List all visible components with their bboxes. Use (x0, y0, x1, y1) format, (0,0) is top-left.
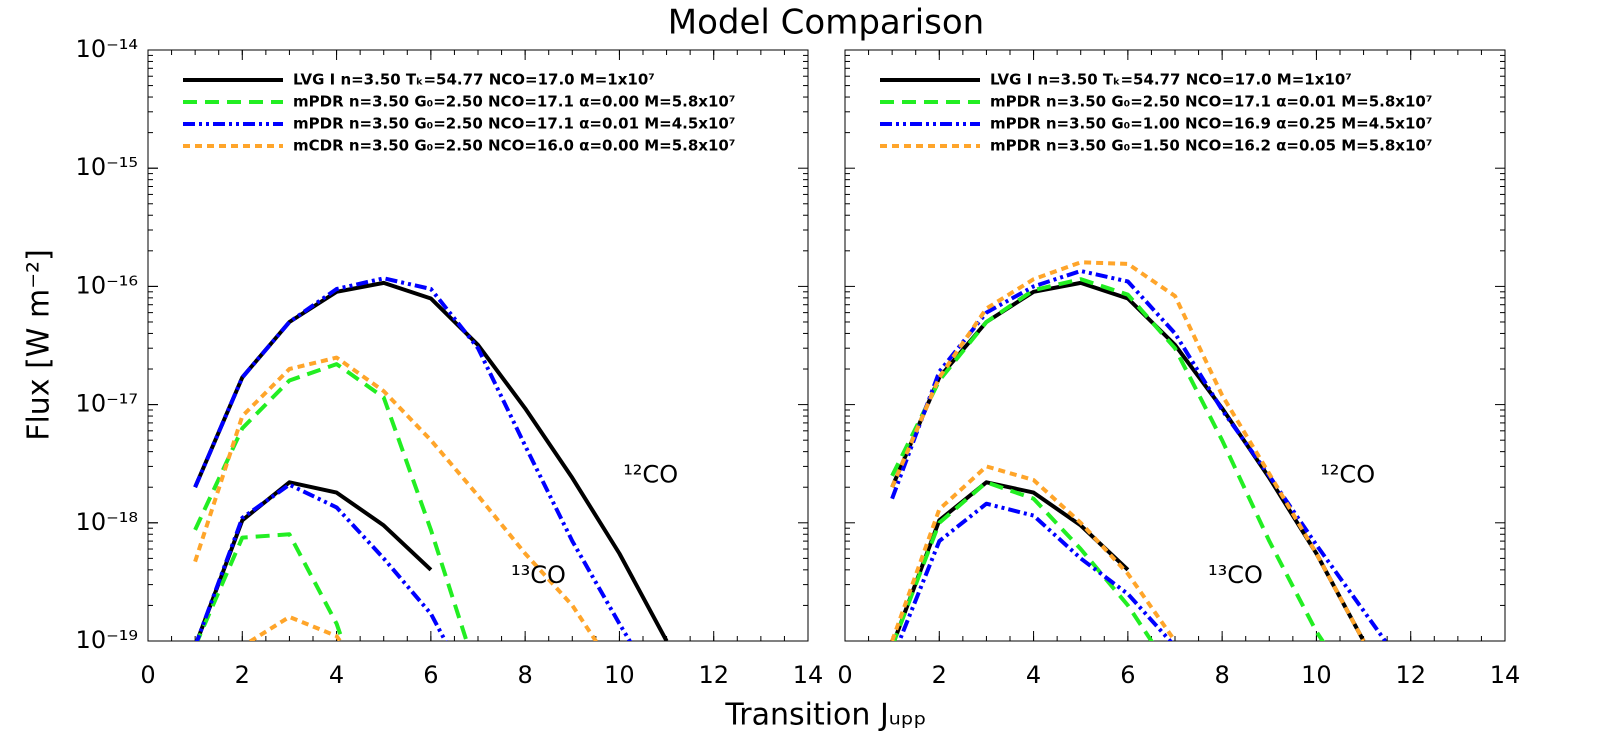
legend-label: mPDR n=3.50 G₀=2.50 NCO=17.1 α=0.01 M=4.… (293, 115, 735, 133)
series-line (890, 269, 1388, 641)
legend-label: mPDR n=3.50 G₀=1.00 NCO=16.9 α=0.25 M=4.… (990, 115, 1432, 133)
series-line (194, 480, 433, 641)
legend-label: LVG I n=3.50 Tₖ=54.77 NCO=17.0 M=1x10⁷ (293, 71, 655, 89)
y-tick-label: 10⁻¹⁹ (76, 626, 138, 654)
y-tick-label: 10⁻¹⁶ (76, 271, 138, 299)
y-tick-label: 10⁻¹⁷ (76, 390, 138, 418)
x-tick-label: 14 (1490, 661, 1521, 689)
annotation: ¹²CO (1320, 461, 1375, 489)
series-line (892, 480, 1154, 641)
y-tick-label: 10⁻¹⁵ (76, 153, 138, 181)
x-tick-label: 0 (140, 661, 155, 689)
legend-label: mPDR n=3.50 G₀=2.50 NCO=17.1 α=0.00 M=5.… (293, 93, 735, 111)
annotation: ¹³CO (511, 561, 566, 589)
x-tick-label: 2 (235, 661, 250, 689)
x-tick-label: 10 (604, 661, 635, 689)
series-line (193, 276, 633, 641)
legend-label: mPDR n=3.50 G₀=1.50 NCO=16.2 α=0.05 M=5.… (990, 137, 1432, 155)
y-axis-label: Flux [W m⁻²] (22, 249, 57, 441)
x-axis-label: Transition Jᵤₚₚ (724, 698, 926, 733)
annotation: ¹³CO (1208, 561, 1263, 589)
legend-label: mPDR n=3.50 G₀=2.50 NCO=17.1 α=0.01 M=5.… (990, 93, 1432, 111)
series-line (193, 355, 599, 641)
series-line (195, 532, 345, 641)
legend-label: mCDR n=3.50 G₀=2.50 NCO=16.0 α=0.00 M=5.… (293, 137, 735, 155)
series-line (193, 280, 669, 641)
x-tick-label: 14 (793, 661, 824, 689)
x-tick-label: 8 (1215, 661, 1230, 689)
panel: 0 2 4 6 8 10 12 14 10⁻¹⁹ 10⁻¹⁸ 10⁻¹⁷ 10⁻¹⁶ 10⁻¹⁵ 10⁻¹… (76, 35, 824, 689)
x-tick-label: 6 (1120, 661, 1135, 689)
annotation: ¹²CO (623, 461, 678, 489)
x-tick-label: 8 (518, 661, 533, 689)
x-tick-label: 2 (932, 661, 947, 689)
series-line (890, 277, 1326, 641)
x-tick-label: 10 (1301, 661, 1332, 689)
x-tick-label: 12 (698, 661, 729, 689)
x-tick-label: 0 (837, 661, 852, 689)
y-tick-label: 10⁻¹⁸ (76, 508, 138, 536)
x-tick-label: 6 (423, 661, 438, 689)
series-line (890, 464, 1177, 641)
legend-label: LVG I n=3.50 Tₖ=54.77 NCO=17.0 M=1x10⁷ (990, 71, 1352, 89)
series-line (890, 280, 1366, 641)
y-tick-label: 10⁻¹⁴ (76, 35, 138, 63)
series-line (194, 482, 448, 641)
x-tick-label: 4 (329, 661, 344, 689)
lines (193, 276, 669, 641)
series-line (897, 501, 1173, 641)
figure-title: Model Comparison (668, 3, 984, 43)
x-tick-label: 12 (1395, 661, 1426, 689)
panel: 0 2 4 6 8 10 12 14 LVG I n=3.50 Tₖ=54.77 NCO=17.… (837, 49, 1521, 689)
x-tick-label: 4 (1026, 661, 1041, 689)
series-line (193, 362, 469, 641)
series-line (247, 614, 343, 641)
lines (890, 260, 1388, 641)
